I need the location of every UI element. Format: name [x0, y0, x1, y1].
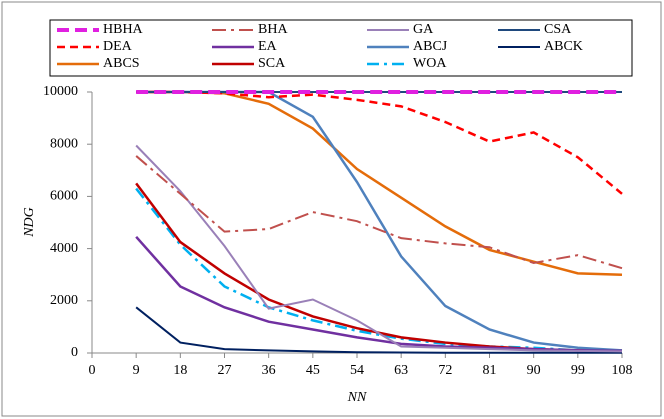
- x-tick-label: 90: [527, 363, 541, 378]
- legend-label: ABCS: [103, 56, 140, 71]
- y-tick-label: 8000: [50, 136, 78, 151]
- x-tick-label: 81: [483, 363, 497, 378]
- x-tick-label: 54: [350, 363, 364, 378]
- legend-label: EA: [258, 39, 278, 54]
- series-line: [135, 155, 623, 270]
- x-tick-label: 45: [306, 363, 320, 378]
- x-tick-label: 0: [89, 363, 96, 378]
- x-tick-label: 99: [571, 363, 585, 378]
- series-line: [135, 236, 623, 353]
- x-axis-label: NN: [347, 390, 367, 405]
- series-line: [135, 144, 623, 353]
- legend-label: GA: [413, 22, 434, 37]
- y-tick-label: 2000: [50, 293, 78, 308]
- x-tick-label: 9: [133, 363, 140, 378]
- legend-label: ABCK: [544, 39, 583, 54]
- series-line: [135, 306, 622, 354]
- y-tick-label: 0: [71, 345, 78, 360]
- x-tick-label: 72: [438, 363, 452, 378]
- legend-label: HBHA: [103, 22, 144, 37]
- legend-label: CSA: [544, 22, 572, 37]
- x-tick-label: 36: [262, 363, 276, 378]
- x-tick-label: 18: [173, 363, 187, 378]
- legend-label: ABCJ: [413, 39, 448, 54]
- y-tick-label: 10000: [43, 84, 78, 99]
- legend-label: SCA: [258, 56, 286, 71]
- legend-label: BHA: [258, 22, 288, 37]
- legend-label: WOA: [413, 56, 447, 71]
- x-tick-label: 63: [394, 363, 408, 378]
- legend-label: DEA: [103, 39, 133, 54]
- y-axis-label: NDG: [22, 207, 37, 238]
- x-tick-label: 108: [612, 363, 633, 378]
- y-tick-label: 4000: [50, 241, 78, 256]
- y-tick-label: 6000: [50, 189, 78, 204]
- x-tick-label: 27: [218, 363, 232, 378]
